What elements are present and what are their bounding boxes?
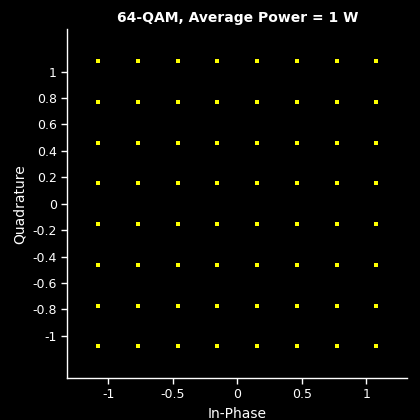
Title: 64-QAM, Average Power = 1 W: 64-QAM, Average Power = 1 W [117,11,358,26]
Y-axis label: Quadrature: Quadrature [13,164,27,244]
X-axis label: In-Phase: In-Phase [208,407,267,420]
